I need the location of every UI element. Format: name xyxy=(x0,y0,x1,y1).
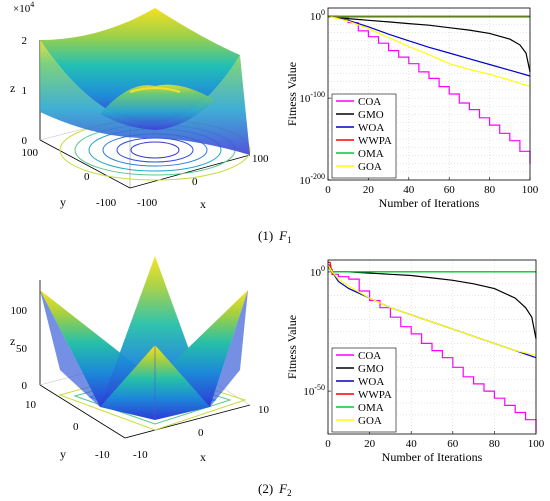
surface-plot-f1: ×104 2 1 0 z 100 0 -100 y -100 0 100 x xyxy=(10,0,269,211)
f2-series-coa xyxy=(328,264,537,432)
f1-z-tick: 2 xyxy=(22,35,28,47)
f1-series-goa xyxy=(327,15,531,88)
f2-x-label: x xyxy=(200,450,206,464)
f1-y-tick: 100 xyxy=(22,147,39,159)
f2-y-tick-label: 10-50 xyxy=(303,383,325,398)
f1-legend-box xyxy=(331,93,397,179)
f1-z-tick: 1 xyxy=(22,85,28,97)
f1-x-tick: -100 xyxy=(137,197,158,209)
f1-surface-exponent: ×104 xyxy=(13,0,34,15)
f2-x-tick-label: 40 xyxy=(406,438,418,450)
f2-x-tick-label: 80 xyxy=(489,438,501,450)
f2-z-tick: 0 xyxy=(22,380,28,392)
f1-legend-label: WOA xyxy=(358,122,384,134)
f2-y-label: y xyxy=(60,447,66,461)
f1-x-tick-label: 80 xyxy=(484,184,496,196)
f2-z-tick: 100 xyxy=(11,305,28,317)
f1-x-tick: 0 xyxy=(192,176,198,188)
f2-y-tick: -10 xyxy=(95,449,110,461)
convergence-chart-f1: 0 20 40 60 80 100 100 10-100 10-200 Number of Ite… xyxy=(285,7,539,210)
f2-series-goa xyxy=(327,264,537,356)
f2-legend-label: COA xyxy=(358,350,381,362)
f1-x-tick-label: 20 xyxy=(363,184,375,196)
f1-legend-label: WWPA xyxy=(358,135,392,147)
f2-x-tick: -10 xyxy=(133,449,148,461)
f2-x-tick: 10 xyxy=(258,404,270,416)
f2-legend-label: GMO xyxy=(358,363,384,375)
surface-plot-f2: 100 50 0 z 10 0 -10 y -10 0 10 x xyxy=(10,256,270,464)
f1-x-tick-label: 60 xyxy=(444,184,456,196)
f1-plot-frame xyxy=(327,7,531,181)
f1-series-woa xyxy=(327,15,531,77)
f2-x-tick-label: 100 xyxy=(528,438,545,450)
f2-plot-frame xyxy=(327,259,537,435)
f2-x-axis-label: Number of Iterations xyxy=(382,450,483,464)
f1-y-tick-label: 100 xyxy=(310,8,325,23)
f2-legend-label: OMA xyxy=(358,402,384,414)
f1-y-axis-label: Fitness Value xyxy=(285,62,299,126)
f2-y-axis-label: Fitness Value xyxy=(285,315,299,379)
f1-y-tick: 0 xyxy=(84,171,90,183)
f2-x-tick-label: 20 xyxy=(364,438,376,450)
f1-legend-label: OMA xyxy=(358,148,384,160)
f2-series-oma xyxy=(327,266,536,273)
f2-legend-label: WWPA xyxy=(358,389,392,401)
f1-z-tick: 0 xyxy=(22,135,28,147)
f2-legend-box xyxy=(331,347,397,433)
f1-y-tick-label: 10-100 xyxy=(299,90,325,105)
f2-legend-label: WOA xyxy=(358,376,384,388)
f2-y-tick: 0 xyxy=(73,421,79,433)
f1-legend-label: COA xyxy=(358,96,381,108)
f1-y-tick: -100 xyxy=(96,197,117,209)
f1-series-gmo xyxy=(327,15,531,73)
f1-y-label: y xyxy=(60,195,66,209)
f1-series-coa xyxy=(328,15,531,164)
caption-f1: (1) F1 xyxy=(258,228,292,245)
f2-z-tick: 50 xyxy=(16,343,28,355)
f1-legend-label: GOA xyxy=(358,161,382,173)
f2-x-tick: 0 xyxy=(198,427,204,439)
f1-x-tick-label: 0 xyxy=(325,184,331,196)
f1-x-tick-label: 40 xyxy=(403,184,415,196)
f2-x-tick-label: 60 xyxy=(447,438,459,450)
f1-z-label: z xyxy=(10,81,15,95)
f2-y-tick: 10 xyxy=(25,399,37,411)
f1-x-tick-label: 100 xyxy=(522,184,539,196)
f1-x-axis-label: Number of Iterations xyxy=(379,196,480,210)
f1-legend-label: GMO xyxy=(358,109,384,121)
f2-z-label: z xyxy=(10,334,15,348)
f1-x-tick: 100 xyxy=(252,153,269,165)
f1-x-label: x xyxy=(200,197,206,211)
f2-y-tick-label: 100 xyxy=(310,264,325,279)
f1-y-tick-label: 10-200 xyxy=(299,172,325,187)
f2-legend-label: GOA xyxy=(358,415,382,427)
caption-f2: (2) F2 xyxy=(258,481,292,498)
f2-series-gmo xyxy=(327,264,537,339)
f2-x-tick-label: 0 xyxy=(325,438,331,450)
convergence-chart-f2: 0 20 40 60 80 100 100 10-50 Number of Iterations… xyxy=(285,259,545,464)
